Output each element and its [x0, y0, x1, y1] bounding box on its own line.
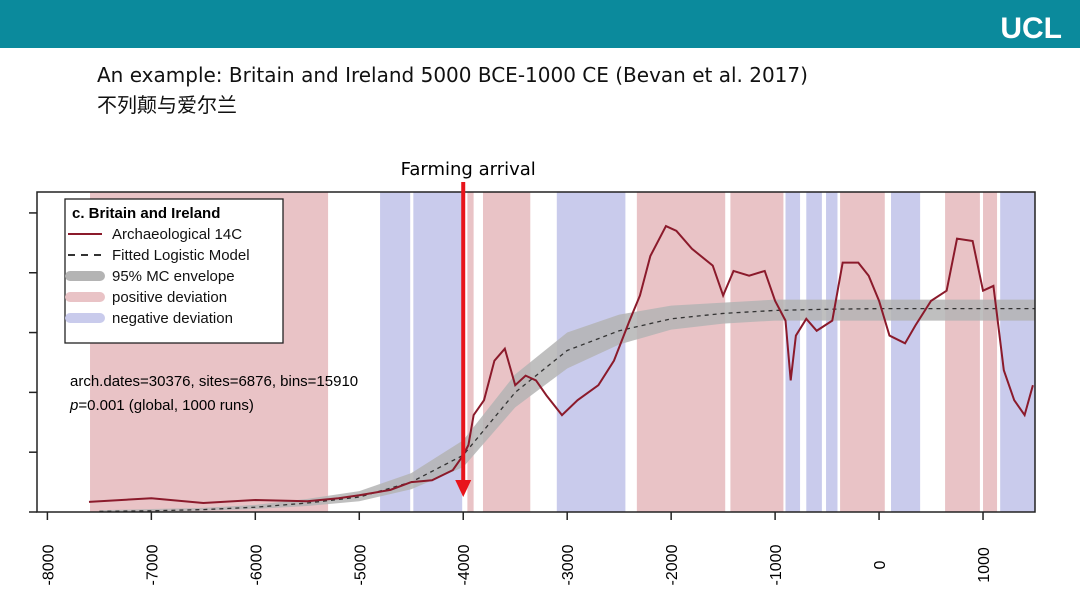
p-text: =0.001 (global, 1000 runs) [78, 397, 254, 414]
deviation-band [467, 192, 474, 512]
x-tick-label: -6000 [248, 544, 265, 585]
legend-label: Archaeological 14C [112, 226, 242, 243]
deviation-band [1000, 192, 1035, 512]
deviation-band [826, 192, 838, 512]
envelope [99, 299, 1035, 512]
data-line [88, 224, 1034, 505]
x-tick-label: 1000 [976, 547, 993, 583]
deviation-band [983, 192, 998, 512]
stats-text: arch.dates=30376, sites=6876, bins=15910 [70, 373, 358, 390]
legend: c. Britain and Ireland Archaeological 14C… [64, 198, 284, 344]
x-tick-label: -3000 [560, 544, 577, 585]
annotation-text: Farming arrival [401, 159, 536, 180]
p-symbol: p [69, 397, 78, 414]
p-value-text: p=0.001 (global, 1000 runs) [69, 397, 254, 414]
x-tick-label: 0 [872, 560, 889, 569]
deviation-band [806, 192, 822, 512]
x-tick-label: -7000 [144, 544, 161, 585]
annotation-arrowhead [455, 480, 472, 497]
legend-label: positive deviation [112, 289, 227, 306]
slide-title: An example: Britain and Ireland 5000 BCE… [97, 63, 808, 87]
x-tick-label: -2000 [664, 544, 681, 585]
x-tick-label: -5000 [352, 544, 369, 585]
legend-title: c. Britain and Ireland [72, 205, 220, 222]
x-tick-label: -4000 [456, 544, 473, 585]
legend-label: 95% MC envelope [112, 268, 235, 285]
x-tick-label: -8000 [40, 544, 57, 585]
logo: UCL [1000, 12, 1062, 45]
legend-label: Fitted Logistic Model [112, 247, 250, 264]
slide-subtitle: 不列颠与爱尔兰 [97, 93, 237, 117]
deviation-band [840, 192, 885, 512]
deviation-band [636, 192, 726, 512]
legend-label: negative deviation [112, 310, 233, 327]
deviation-band [730, 192, 784, 512]
deviation-band [380, 192, 411, 512]
header-bar [0, 0, 1080, 48]
x-tick-label: -1000 [768, 544, 785, 585]
data-line [99, 307, 1035, 513]
deviation-band [891, 192, 921, 512]
deviation-band [785, 192, 801, 512]
plot-frame [36, 191, 1036, 513]
